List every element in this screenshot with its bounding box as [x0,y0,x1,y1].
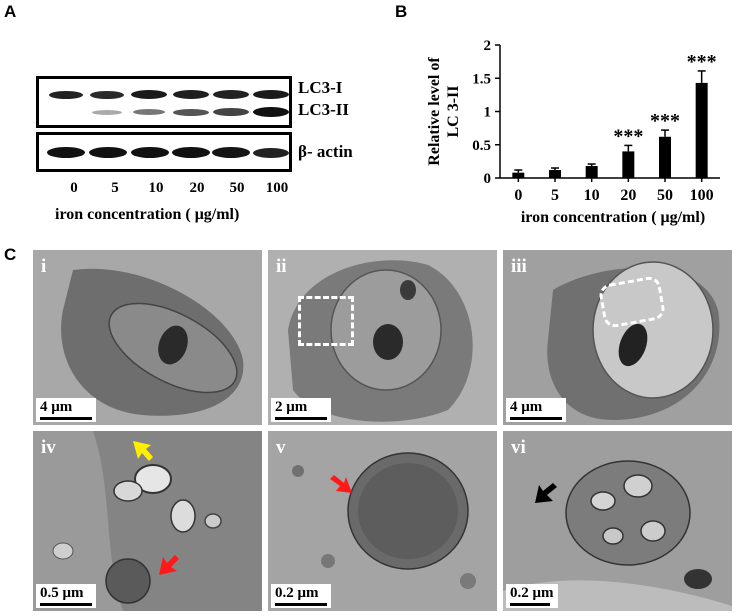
micrograph-i: i 4 μm [33,250,262,425]
black-arrow-icon [533,483,557,507]
significance-label: *** [687,51,717,73]
blot-lane-label: 10 [148,180,164,196]
actin-label: β- actin [298,142,353,161]
x-tick-label: 20 [620,187,636,204]
blot-lane-label: 0 [70,180,78,196]
blot-lane-label: 100 [265,180,289,196]
y-axis-label: Relative level of LC 3-II [426,57,462,166]
scale-bar-label: 0.2 μm [510,585,554,601]
bar [695,82,708,178]
panel-label-a: A [4,2,17,21]
y-tick-label: 2 [484,38,492,54]
bar-chart: 0 0.5 1 1.5 2 Relative level of LC 3-II 0 5 10 ***… [426,38,720,226]
x-tick-label: 5 [551,187,559,204]
micrograph-ii: ii 2 μm [268,250,497,425]
red-arrow-icon [157,553,181,577]
micrograph-label: ii [276,256,287,277]
significance-label: *** [613,125,643,147]
micrograph-iv: iv 0.5 μm [33,431,262,611]
micrograph-label: i [41,256,47,277]
micrograph-label: vi [511,437,526,458]
scale-bar: 0.2 μm [506,584,558,608]
scale-bar: 4 μm [506,398,566,422]
scale-bar-label: 0.2 μm [275,585,319,601]
x-tick-label: 50 [657,187,673,204]
micrograph-vi: vi 0.2 μm [503,431,732,611]
micrograph-label: iii [511,256,527,277]
bar [659,136,671,178]
micrograph-v: v 0.2 μm [268,431,497,611]
x-tick-label: 0 [514,187,522,204]
x-axis-label: iron concentration ( μg/ml) [521,209,705,226]
red-arrow-icon [328,475,354,497]
y-tick-label: 1.5 [472,71,491,87]
blot-lane-label: 20 [189,180,205,196]
blot-lane-label: 50 [229,180,245,196]
micrograph-iii: iii 4 μm [503,250,732,425]
panel-label-c: C [4,245,17,264]
scale-bar: 0.5 μm [36,584,96,608]
scale-bar-label: 0.5 μm [40,585,84,601]
x-tick-label: 10 [584,187,600,204]
scale-bar-label: 4 μm [40,399,73,415]
x-tick-label: 100 [690,187,714,204]
scale-bar-label: 2 μm [275,399,308,415]
scale-bar-label: 4 μm [510,399,543,415]
zoom-region-box [298,296,354,346]
scale-bar: 2 μm [271,398,331,422]
blot-lane-label: 5 [111,180,119,196]
micrograph-label: v [276,437,286,458]
scale-bar: 4 μm [36,398,96,422]
y-tick-label: 1 [484,105,492,121]
significance-label: *** [650,110,680,132]
bar [622,151,635,178]
micrograph-label: iv [41,437,56,458]
scale-bar: 0.2 μm [271,584,331,608]
panel-label-b: B [395,2,408,21]
lc3-i-label: LC3-I [298,78,343,97]
blot-x-caption: iron concentration ( μg/ml) [55,206,240,223]
actin-blot-box [36,132,292,172]
yellow-arrow-icon [131,439,153,461]
y-tick-label: 0 [484,171,492,187]
bar [549,170,561,178]
bar [512,172,525,178]
lc3-blot-box [36,76,292,128]
y-tick-label: 0.5 [472,138,491,154]
bar [585,166,598,178]
lc3-ii-label: LC3-II [298,100,350,119]
